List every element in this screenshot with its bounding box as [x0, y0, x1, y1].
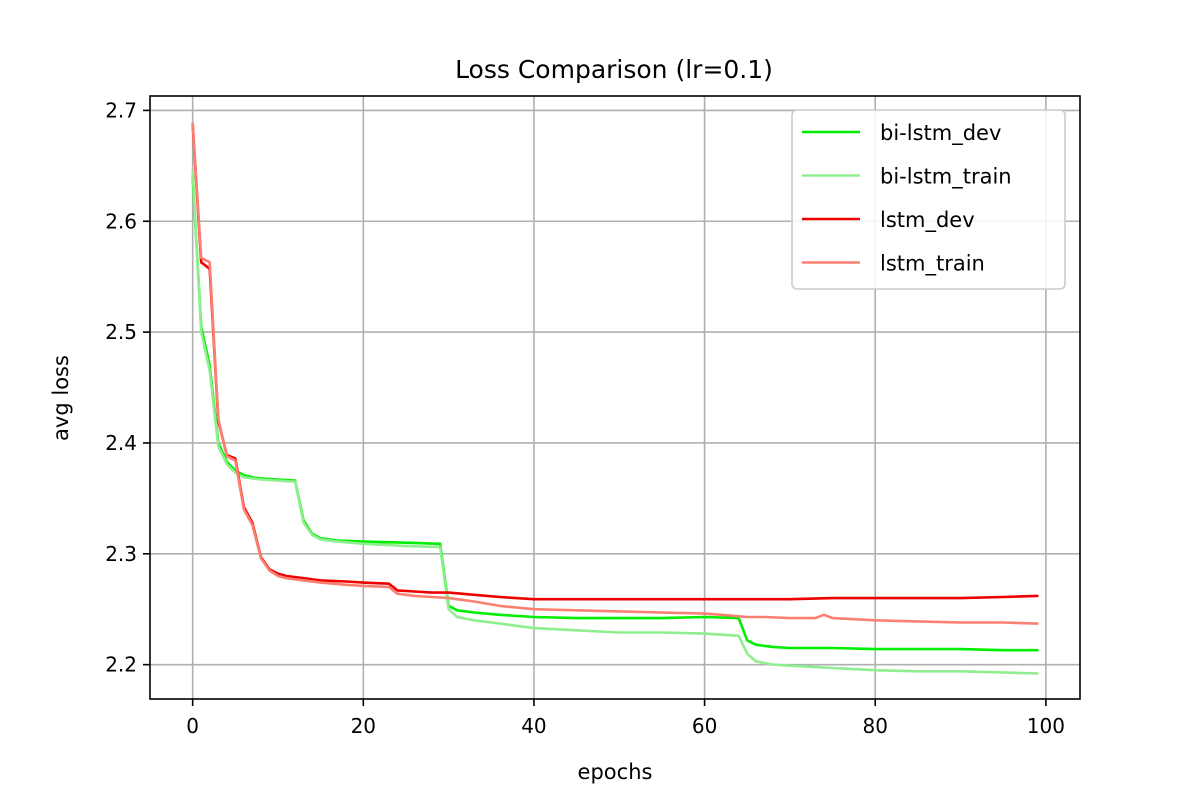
- chart-title: Loss Comparison (lr=0.1): [455, 55, 773, 84]
- y-axis-label: avg loss: [49, 355, 73, 441]
- x-tick-label: 100: [1027, 714, 1065, 738]
- legend-label-bi-lstm_train: bi-lstm_train: [880, 165, 1012, 190]
- legend-label-lstm_train: lstm_train: [880, 252, 985, 277]
- plot-frame: [149, 95, 1081, 700]
- legend-label-bi-lstm_dev: bi-lstm_dev: [880, 121, 1001, 146]
- x-tick-label: 0: [186, 714, 199, 738]
- x-axis: 0 20 40 60 80 100: [186, 699, 1065, 738]
- legend-frame: [791, 109, 1066, 290]
- y-tick-label: 2.3: [105, 542, 137, 566]
- y-tick-label: 2.6: [105, 209, 137, 233]
- x-tick-label: 60: [692, 714, 717, 738]
- y-tick-label: 2.2: [105, 653, 137, 677]
- x-tick-label: 80: [863, 714, 888, 738]
- legend-label-lstm_dev: lstm_dev: [880, 208, 975, 233]
- x-tick-label: 20: [351, 714, 376, 738]
- y-tick-label: 2.5: [105, 320, 137, 344]
- x-axis-label: epochs: [578, 760, 653, 784]
- y-axis: 2.2 2.3 2.4 2.5 2.6 2.7: [105, 98, 150, 677]
- y-tick-label: 2.7: [105, 98, 137, 122]
- y-tick-label: 2.4: [105, 431, 137, 455]
- series-line-bi-lstm_dev: [191, 175, 1039, 652]
- series-line-lstm_train: [191, 122, 1039, 625]
- series-line-bi-lstm_train: [191, 170, 1039, 675]
- x-tick-label: 40: [521, 714, 546, 738]
- legend: bi-lstm_dev bi-lstm_train lstm_dev lstm_tra…: [791, 109, 1066, 290]
- series-layer: [191, 122, 1039, 675]
